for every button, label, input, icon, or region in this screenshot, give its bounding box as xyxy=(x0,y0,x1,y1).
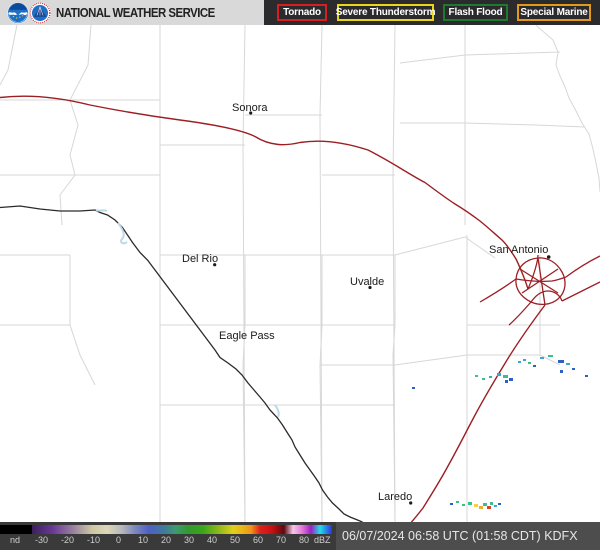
svg-text:70: 70 xyxy=(276,535,286,545)
svg-text:-30: -30 xyxy=(35,535,48,545)
svg-text:10: 10 xyxy=(138,535,148,545)
svg-text:dBZ: dBZ xyxy=(314,535,331,545)
svg-text:50: 50 xyxy=(230,535,240,545)
svg-text:-20: -20 xyxy=(61,535,74,545)
svg-text:30: 30 xyxy=(184,535,194,545)
svg-text:40: 40 xyxy=(207,535,217,545)
svg-text:-10: -10 xyxy=(87,535,100,545)
svg-text:0: 0 xyxy=(116,535,121,545)
svg-text:80: 80 xyxy=(299,535,309,545)
svg-text:nd: nd xyxy=(10,535,20,545)
svg-text:60: 60 xyxy=(253,535,263,545)
svg-text:20: 20 xyxy=(161,535,171,545)
